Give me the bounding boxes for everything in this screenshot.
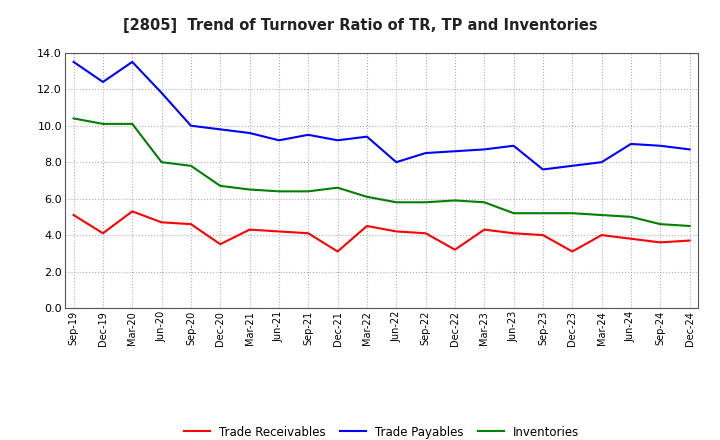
Trade Receivables [626,236,635,242]
Trade Payables [598,160,606,165]
Text: [2805]  Trend of Turnover Ratio of TR, TP and Inventories: [2805] Trend of Turnover Ratio of TR, TP… [122,18,598,33]
Trade Payables [656,143,665,148]
Trade Receivables [480,227,489,232]
Inventories [246,187,254,192]
Inventories [598,213,606,218]
Trade Receivables [186,221,195,227]
Inventories [128,121,137,127]
Inventories [568,211,577,216]
Trade Payables [333,138,342,143]
Inventories [186,163,195,169]
Inventories [480,200,489,205]
Trade Payables [128,59,137,65]
Inventories [69,116,78,121]
Trade Receivables [246,227,254,232]
Trade Receivables [128,209,137,214]
Trade Receivables [99,231,107,236]
Trade Receivables [656,240,665,245]
Trade Receivables [363,224,372,229]
Inventories [99,121,107,127]
Trade Payables [186,123,195,128]
Trade Receivables [392,229,400,234]
Trade Receivables [598,232,606,238]
Trade Payables [539,167,547,172]
Trade Payables [685,147,694,152]
Inventories [421,200,430,205]
Inventories [685,224,694,229]
Trade Payables [246,130,254,136]
Trade Payables [480,147,489,152]
Trade Receivables [568,249,577,254]
Trade Receivables [69,213,78,218]
Trade Receivables [509,231,518,236]
Trade Receivables [157,220,166,225]
Trade Receivables [539,232,547,238]
Line: Trade Receivables: Trade Receivables [73,211,690,252]
Trade Receivables [451,247,459,252]
Trade Payables [216,127,225,132]
Trade Receivables [421,231,430,236]
Trade Receivables [685,238,694,243]
Line: Trade Payables: Trade Payables [73,62,690,169]
Trade Receivables [216,242,225,247]
Trade Payables [69,59,78,65]
Inventories [626,214,635,220]
Line: Inventories: Inventories [73,118,690,226]
Trade Payables [363,134,372,139]
Inventories [392,200,400,205]
Trade Payables [304,132,312,137]
Trade Payables [99,79,107,84]
Inventories [274,189,283,194]
Trade Payables [626,141,635,147]
Trade Receivables [274,229,283,234]
Inventories [333,185,342,191]
Inventories [539,211,547,216]
Inventories [216,183,225,188]
Inventories [157,160,166,165]
Trade Payables [392,160,400,165]
Trade Payables [509,143,518,148]
Trade Payables [157,90,166,95]
Inventories [509,211,518,216]
Legend: Trade Receivables, Trade Payables, Inventories: Trade Receivables, Trade Payables, Inven… [179,421,585,440]
Trade Payables [274,138,283,143]
Trade Payables [451,149,459,154]
Trade Payables [568,163,577,169]
Trade Receivables [333,249,342,254]
Inventories [304,189,312,194]
Inventories [451,198,459,203]
Inventories [363,194,372,199]
Inventories [656,221,665,227]
Trade Payables [421,150,430,156]
Trade Receivables [304,231,312,236]
